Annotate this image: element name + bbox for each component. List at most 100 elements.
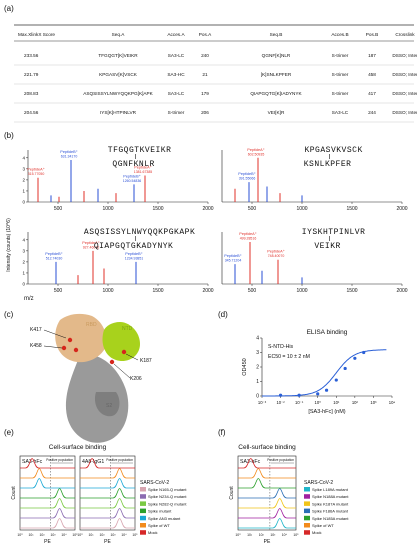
spectrum-x-tick-label: 500 (54, 288, 63, 294)
spectrum-peak-mz: 315.77050 (28, 172, 45, 176)
elisa-y-tick-label: 2 (256, 365, 259, 371)
elisa-data-point (278, 393, 283, 397)
elisa-title: ELISA binding (307, 329, 348, 336)
panel-label-a: (a) (4, 4, 14, 13)
flow-e-legend-swatch (140, 523, 146, 528)
k458-leader (43, 345, 63, 349)
flow-e-legend-swatch (140, 515, 146, 521)
elisa-ec50-label: EC50 = 10 ± 2 nM (268, 354, 310, 360)
crosslink-residue-marker (73, 347, 79, 353)
elisa-data-point (324, 388, 329, 392)
flow-e-x-tick-label: 10⁴ (61, 533, 67, 537)
table-cell: DSSO; Inter (392, 91, 417, 96)
flow-e-positive-label: Positive population (46, 458, 73, 462)
table-cell: 206 (201, 110, 209, 115)
elisa-x-tick-label: 10⁻² (276, 400, 285, 405)
spectrum-x-tick-label: 500 (54, 206, 63, 212)
flow-e-x-axis-label: PE (44, 539, 51, 545)
flow-f-legend-label: Spike of WT (312, 523, 334, 528)
spectrum-peak-label: PeptideB⁺ (60, 150, 77, 154)
flow-e-legend-swatch (140, 501, 146, 506)
spectrum-peak-mz: 345.71204 (225, 259, 242, 263)
flow-f-positive-label: Positive population (267, 458, 294, 462)
table-cell: 221.79 (24, 72, 39, 77)
flow-e-legend-label: Mock (148, 530, 158, 535)
flow-f-histogram-trace (238, 478, 296, 489)
spectrum-peak-mz: 1381.67385 (134, 170, 153, 174)
table-cell: DSSO; Inter (392, 53, 417, 58)
spectrum-peak-label: PeptideB⁺ (123, 174, 140, 178)
spectrum-x-tick-label: 1500 (152, 206, 163, 212)
table-header-cell: Acces.B (331, 32, 348, 37)
table-cell: S-trimer (332, 91, 349, 96)
flow-e-histogram-trace (80, 478, 135, 489)
flow-f-x-tick-label: 10⁵ (293, 533, 299, 537)
flow-e-histogram-trace (20, 498, 75, 509)
spectrum-peak-label: PeptideB⁺ (238, 172, 255, 176)
flow-f-x-tick-label: 10⁰ (235, 533, 241, 537)
ntd-domain-shape (102, 322, 140, 362)
crosslink-residue-marker (61, 345, 67, 351)
elisa-x-tick-label: 10⁻³ (258, 400, 267, 405)
crosslink-residue-marker (109, 359, 115, 365)
flow-f-histogram-trace (238, 488, 296, 499)
flow-e-x-tick-label: 10⁴ (121, 533, 127, 537)
table-cell: S-trimer (332, 53, 349, 58)
flow-f-legend-swatch (304, 508, 310, 514)
table-cell: 458 (368, 72, 376, 77)
elisa-x-tick-label: 10⁴ (389, 400, 396, 405)
spectrum-x-tick-label: 2000 (396, 206, 407, 212)
crosslink-sequence-b: KSNLKPFER (304, 160, 352, 169)
flow-e-legend-swatch (140, 494, 146, 499)
spectrum-peak-label: PeptideA⁺ (82, 241, 99, 245)
elisa-x-tick-label: 10⁰ (315, 400, 322, 405)
elisa-y-tick-label: 1 (256, 379, 259, 385)
flow-f-histogram-trace (238, 498, 296, 509)
crosslink-sequence-a: KPGASVKVSCK (304, 146, 362, 155)
flow-e-legend-label: Spike ΔN3 mutant (148, 516, 181, 521)
table-cell: 21 (202, 72, 208, 77)
elisa-x-tick-label: 10⁻¹ (295, 400, 304, 405)
elisa-antigen-label: S-NTD-His (268, 344, 293, 350)
table-cell: 204.56 (24, 110, 39, 115)
spectrum-x-tick-label: 1000 (102, 288, 113, 294)
spectrum-y-tick-label: 4 (22, 237, 25, 242)
flow-e-histogram-frame (79, 455, 136, 531)
flow-e-x-tick-label: 10⁰ (17, 533, 23, 537)
flow-e-histogram-trace (20, 518, 75, 529)
flow-e-histogram-trace (80, 488, 135, 499)
elisa-x-tick-label: 10³ (370, 400, 377, 405)
flow-e-histogram-frame (19, 455, 76, 531)
crosslink-sequence-b: QGNFKNLR (112, 160, 154, 169)
spectrum-y-tick-label: 0 (22, 282, 25, 287)
elisa-x-axis-label: [SA3-hFc] (nM) (308, 409, 345, 415)
flow-e-x-tick-label: 10² (100, 533, 106, 537)
table-cell: [K]SNLKPFER (261, 72, 292, 77)
flow-f-histogram-trace (238, 518, 296, 529)
table-header-cell: Pos.A (199, 32, 212, 37)
spectrum-plot: 500 1000 1500 2000 PeptideB⁺391.55066 Peptide… (221, 146, 408, 212)
s2-label: S2 (106, 403, 112, 409)
table-cell: DSSO; Inter (392, 110, 417, 115)
table-header-cell: Pos.B (366, 32, 379, 37)
flow-e-title: Cell-surface binding (49, 444, 107, 451)
table-cell: QIAPGQTG[K]IADYNYK (250, 91, 302, 96)
table-header-cell: Seq.A (112, 32, 126, 37)
flow-e-panel-label: SA3-hFc (22, 459, 43, 465)
spectrum-peak-label: PeptideB⁺ (125, 252, 142, 256)
spectrum-x-tick-label: 500 (248, 288, 257, 294)
spectrum-peak-mz: 748.40070 (268, 254, 285, 258)
spectrum-peak-label: PeptideA⁺ (27, 168, 44, 172)
table-cell: 417 (368, 91, 376, 96)
table-header-cell: Acces.A (167, 32, 185, 37)
flow-f-title: Cell-surface binding (238, 444, 296, 451)
flow-e-x-tick-label: 10³ (111, 533, 117, 537)
flow-f-legend-label: Spike N185A mutant (312, 516, 349, 521)
table-cell: SA3-HC (167, 72, 185, 77)
table-cell: IYS[K]HTPINLVR (100, 110, 137, 115)
spectrum-y-tick-label: 2 (22, 259, 25, 264)
flow-e-legend-swatch (140, 530, 146, 535)
flow-e-x-tick-label: 10⁰ (77, 533, 83, 537)
spectrum-x-tick-label: 1500 (346, 206, 357, 212)
flow-e-histogram-trace (20, 458, 75, 469)
